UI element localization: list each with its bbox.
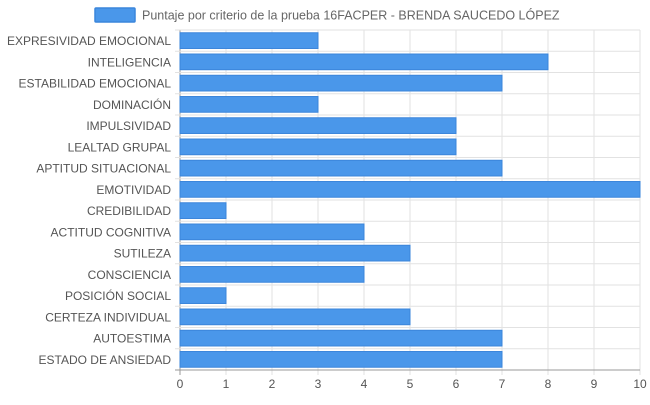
bar[interactable] bbox=[179, 32, 319, 49]
x-tick-label: 0 bbox=[177, 377, 184, 391]
bar[interactable] bbox=[179, 266, 365, 283]
category-label: DOMINACIÓN bbox=[93, 97, 171, 112]
bars bbox=[179, 32, 641, 368]
x-axis-ticks: 0 1 2 3 4 5 6 7 8 9 10 bbox=[177, 377, 647, 391]
bar[interactable] bbox=[179, 287, 227, 304]
category-label: INTELIGENCIA bbox=[88, 55, 171, 69]
category-label: CONSCIENCIA bbox=[88, 268, 171, 282]
category-label: EXPRESIVIDAD EMOCIONAL bbox=[7, 34, 171, 48]
bar[interactable] bbox=[179, 223, 365, 241]
category-label: EMOTIVIDAD bbox=[96, 183, 171, 197]
x-tick-label: 4 bbox=[361, 377, 368, 391]
bar[interactable] bbox=[179, 329, 503, 347]
legend-label[interactable]: Puntaje por criterio de la prueba 16FACP… bbox=[142, 8, 560, 23]
bar[interactable] bbox=[179, 308, 411, 326]
category-label: AUTOESTIMA bbox=[93, 332, 171, 346]
category-label: SUTILEZA bbox=[114, 247, 171, 261]
category-label: ESTADO DE ANSIEDAD bbox=[39, 353, 172, 367]
bar[interactable] bbox=[179, 117, 457, 134]
x-tick-label: 8 bbox=[545, 377, 552, 391]
category-labels: EXPRESIVIDAD EMOCIONAL INTELIGENCIA ESTABI… bbox=[7, 34, 171, 367]
legend-swatch[interactable] bbox=[94, 7, 136, 23]
bar[interactable] bbox=[179, 53, 549, 71]
x-tick-label: 2 bbox=[269, 377, 276, 391]
category-label: POSICIÓN SOCIAL bbox=[65, 288, 171, 303]
legend[interactable]: Puntaje por criterio de la prueba 16FACP… bbox=[94, 7, 560, 23]
bar[interactable] bbox=[179, 351, 503, 368]
category-label: LEALTAD GRUPAL bbox=[68, 140, 172, 154]
category-label: ESTABILIDAD EMOCIONAL bbox=[19, 77, 172, 91]
bar[interactable] bbox=[179, 202, 227, 219]
bar[interactable] bbox=[179, 159, 503, 177]
bar[interactable] bbox=[179, 74, 503, 92]
x-tick-label: 10 bbox=[633, 377, 647, 391]
category-label: CERTEZA INDIVIDUAL bbox=[45, 310, 171, 324]
category-label: APTITUD SITUACIONAL bbox=[36, 162, 171, 176]
bar[interactable] bbox=[179, 181, 641, 198]
x-tick-label: 6 bbox=[453, 377, 460, 391]
x-tick-label: 7 bbox=[499, 377, 506, 391]
x-tick-label: 5 bbox=[407, 377, 414, 391]
category-label: IMPULSIVIDAD bbox=[86, 119, 171, 133]
x-tick-label: 9 bbox=[591, 377, 598, 391]
bar[interactable] bbox=[179, 244, 411, 262]
x-tick-label: 3 bbox=[315, 377, 322, 391]
x-tick-label: 1 bbox=[223, 377, 230, 391]
bar[interactable] bbox=[179, 96, 319, 113]
category-label: ACTITUD COGNITIVA bbox=[51, 225, 171, 239]
bar[interactable] bbox=[179, 138, 457, 156]
category-label: CREDIBILIDAD bbox=[87, 204, 171, 218]
